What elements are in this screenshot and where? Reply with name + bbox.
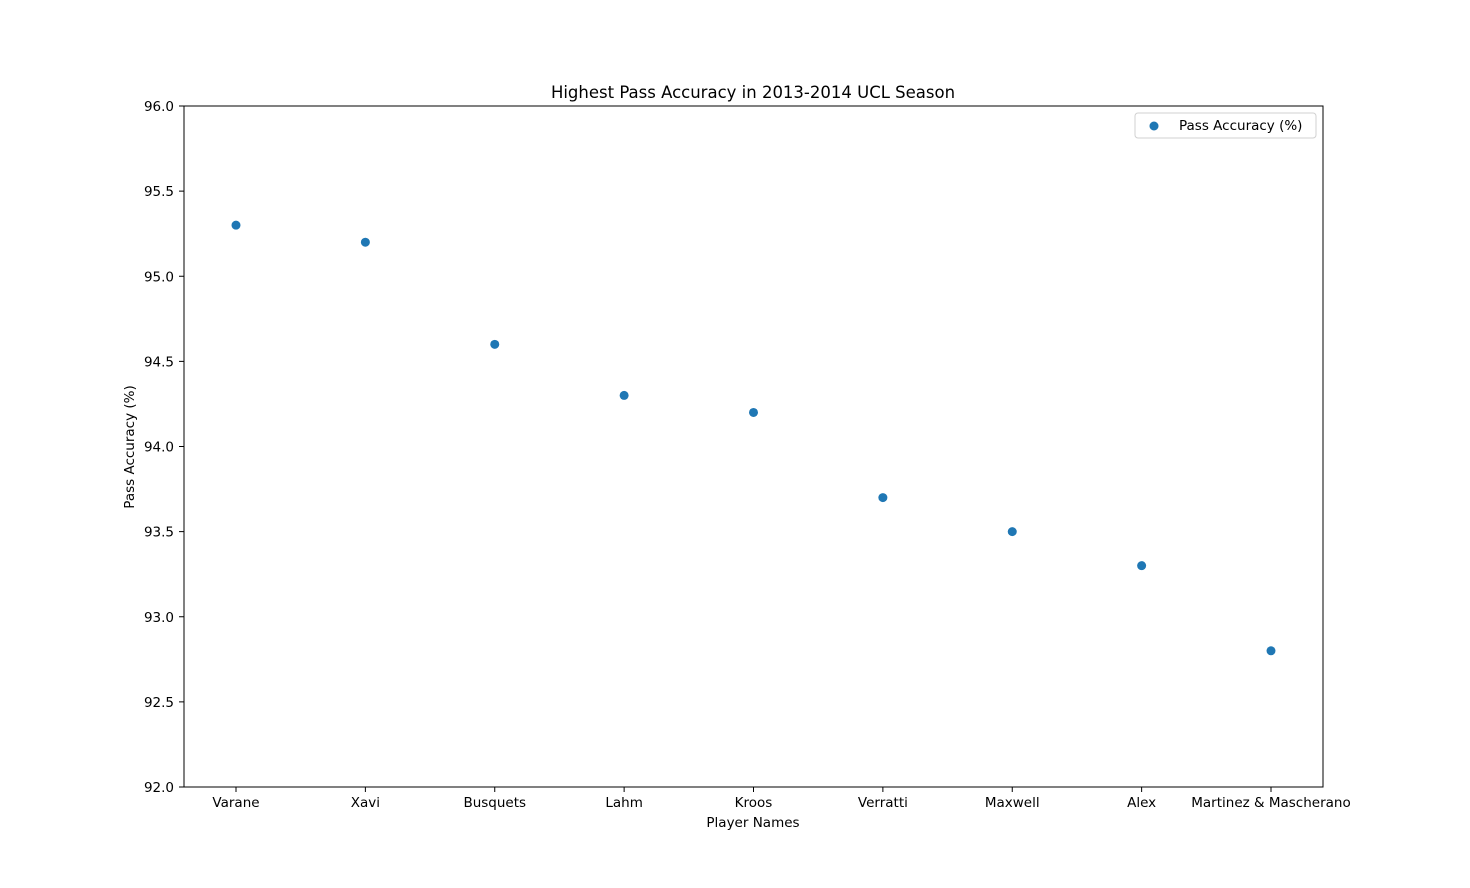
y-tick-label: 94.5 (144, 354, 174, 370)
x-tick-label: Verratti (858, 795, 908, 811)
x-tick-label: Maxwell (985, 795, 1040, 811)
x-tick-label: Kroos (735, 795, 773, 811)
plot-frame (183, 105, 1324, 788)
y-tick-label: 93.5 (144, 525, 174, 541)
y-tick-label: 94.0 (144, 440, 174, 456)
legend-box (1134, 112, 1317, 139)
x-tick-label: Busquets (463, 795, 526, 811)
x-tick-label: Lahm (605, 795, 643, 811)
x-tick-label: Varane (212, 795, 259, 811)
x-axis-label: Player Names (706, 815, 799, 831)
chart-title: Highest Pass Accuracy in 2013-2014 UCL S… (551, 83, 955, 102)
data-point (1007, 527, 1017, 537)
y-tick-label: 92.0 (144, 780, 174, 796)
x-tick-label: Alex (1127, 795, 1156, 811)
data-point (749, 407, 758, 417)
legend-label: Pass Accuracy (%) (1179, 118, 1302, 134)
y-axis-label: Pass Accuracy (%) (122, 385, 138, 508)
data-point (1137, 561, 1147, 571)
y-tick-label: 96.0 (144, 99, 174, 115)
data-point (231, 220, 241, 230)
legend-marker (1149, 121, 1159, 131)
x-axis: Varane Xavi Busquets Lahm Kroos Verratti Maxwe… (212, 787, 1351, 811)
data-point (878, 493, 888, 503)
x-tick-label: Xavi (351, 795, 380, 811)
y-tick-label: 93.0 (144, 610, 174, 626)
data-point (360, 237, 370, 247)
data-point (1266, 646, 1276, 656)
y-tick-label: 95.0 (144, 269, 174, 285)
x-tick-label: Martinez & Mascherano (1191, 795, 1350, 811)
plot-area (183, 105, 1324, 788)
data-point (490, 339, 500, 349)
legend: Pass Accuracy (%) (1134, 112, 1317, 139)
y-tick-label: 92.5 (144, 695, 174, 711)
data-point (619, 390, 629, 400)
y-tick-label: 95.5 (144, 184, 174, 200)
data-points (231, 220, 1276, 656)
y-axis: 92.0 92.5 93.0 93.5 94.0 94.5 95.0 95.5 96.0 (144, 99, 184, 796)
